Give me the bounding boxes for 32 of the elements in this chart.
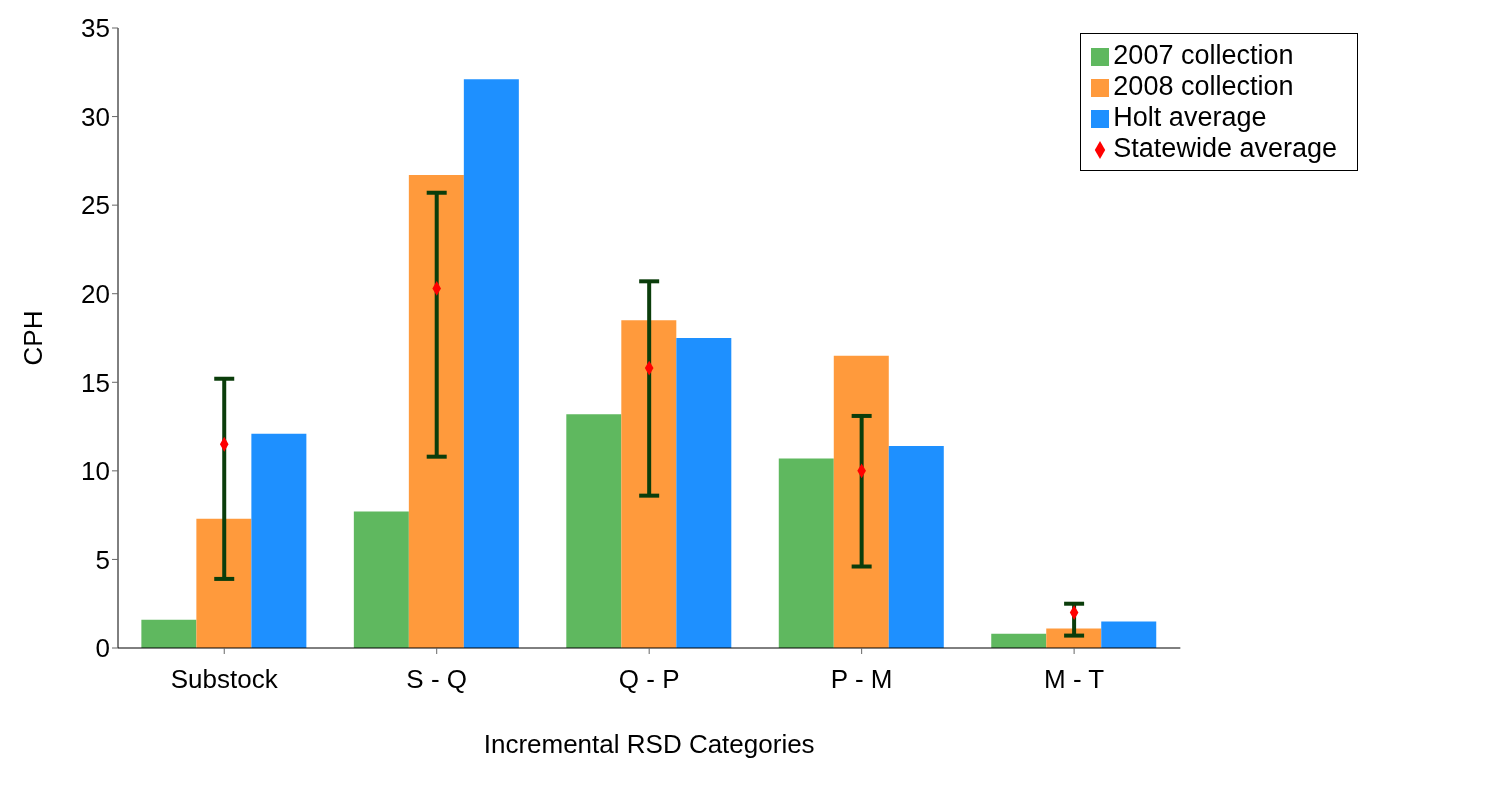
legend-label: 2008 collection bbox=[1113, 71, 1294, 101]
x-tick-label: Substock bbox=[170, 664, 279, 695]
bar bbox=[251, 433, 307, 648]
x-tick-label: S - Q bbox=[406, 664, 468, 695]
bar bbox=[196, 518, 252, 648]
bar bbox=[353, 511, 409, 648]
legend-label: Statewide average bbox=[1113, 133, 1337, 163]
y-tick-label: 25 bbox=[81, 190, 110, 221]
bar bbox=[408, 175, 464, 648]
x-tick-label: Q - P bbox=[618, 664, 680, 695]
bar bbox=[1101, 621, 1157, 648]
bar bbox=[141, 619, 197, 648]
bar bbox=[566, 414, 622, 648]
legend-label: Holt average bbox=[1113, 102, 1267, 132]
legend-label: 2007 collection bbox=[1113, 40, 1294, 70]
y-tick-label: 5 bbox=[95, 544, 110, 575]
bar bbox=[991, 633, 1047, 648]
y-tick-label: 15 bbox=[81, 367, 110, 398]
x-axis-title: Incremental RSD Categories bbox=[483, 729, 815, 759]
bar bbox=[888, 446, 944, 648]
bar bbox=[833, 355, 889, 648]
y-tick-label: 0 bbox=[95, 633, 110, 664]
y-axis-title: CPH bbox=[18, 310, 49, 366]
x-tick-label: P - M bbox=[830, 664, 893, 695]
x-tick-label: M - T bbox=[1044, 664, 1105, 695]
y-tick-label: 30 bbox=[81, 101, 110, 132]
bar bbox=[778, 458, 834, 648]
y-tick-label: 35 bbox=[81, 13, 110, 44]
y-tick-label: 10 bbox=[81, 456, 110, 487]
bar bbox=[676, 338, 732, 648]
y-tick-label: 20 bbox=[81, 278, 110, 309]
bar bbox=[463, 79, 519, 648]
